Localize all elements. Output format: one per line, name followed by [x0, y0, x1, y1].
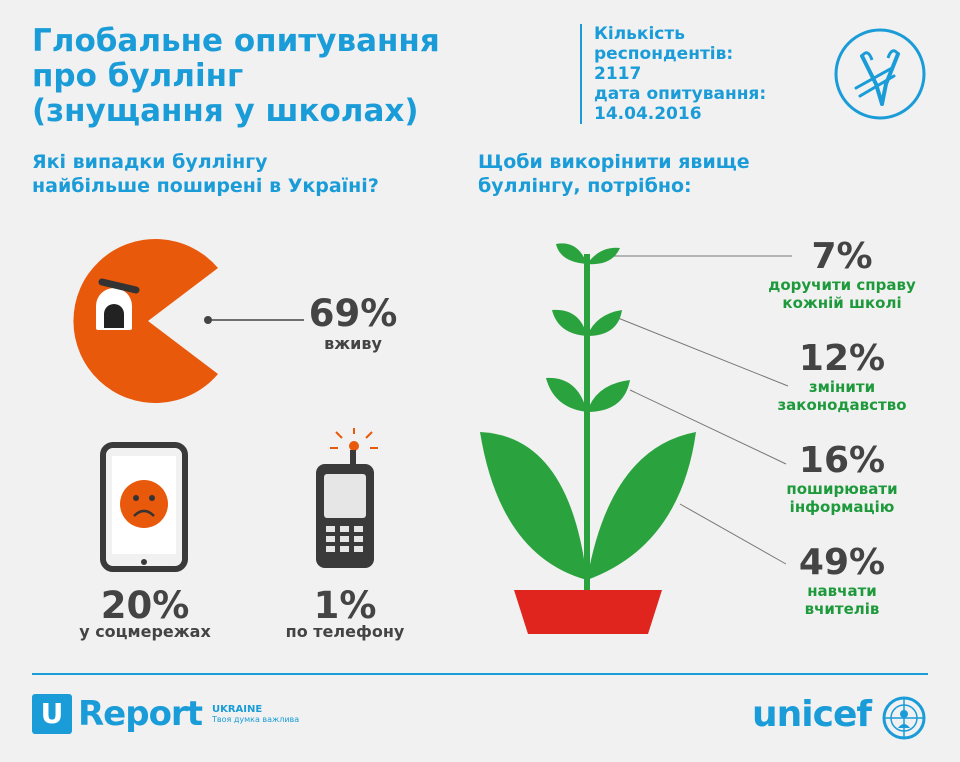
ureport-country: UKRAINE [211, 704, 263, 715]
unicef-word: unicef [752, 694, 872, 735]
plant-icon [480, 243, 792, 634]
live-percent: 69% [308, 292, 398, 335]
ureport-logo: U Report UKRAINE Твоя думка важлива [32, 694, 299, 734]
ureport-tagline: Твоя думка важлива [211, 715, 300, 724]
title-line: (знущання у школах) [32, 93, 419, 129]
answer-label: навчати вчителів [752, 582, 932, 618]
unicef-globe-icon [882, 696, 926, 740]
answer-label: поширювати інформацію [752, 480, 932, 516]
answer-label-line: кожній школі [782, 294, 902, 312]
question-line: Які випадки буллінгу [32, 151, 268, 173]
answer-item: 16% поширювати інформацію [752, 440, 932, 517]
answer-label-line: навчати [807, 582, 877, 600]
answer-percent: 49% [798, 542, 886, 583]
meta-line: дата опитування: [594, 84, 767, 104]
answer-item: 12% змінити законодавство [752, 338, 932, 415]
answer-label-line: інформацію [789, 498, 895, 516]
live-label: вживу [324, 334, 382, 353]
title-line: Глобальне опитування [32, 23, 440, 59]
title-line: про буллінг [32, 58, 244, 94]
answer-label: доручити справу кожній школі [752, 276, 932, 312]
smartphone-sad-face-icon [100, 442, 188, 572]
answer-percent: 7% [811, 236, 873, 277]
answer-item: 7% доручити справу кожній школі [752, 236, 932, 313]
social-label: у соцмережах [79, 622, 211, 641]
answer-label: змінити законодавство [752, 378, 932, 414]
ureport-letter: U [32, 694, 72, 734]
meta-line: Кількість [594, 24, 685, 44]
slingshot-icon [834, 28, 926, 120]
answer-label-line: поширювати [786, 480, 898, 498]
phone-percent: 1% [313, 584, 377, 627]
answer-percent: 12% [798, 338, 886, 379]
question-line: найбільше поширені в Україні? [32, 175, 379, 197]
right-question: Щоби викорінити явище буллінгу, потрібно… [478, 150, 750, 198]
survey-date: 14.04.2016 [594, 104, 702, 124]
answer-label-line: змінити [808, 378, 876, 396]
respondent-count: 2117 [594, 64, 642, 84]
answer-label-line: законодавство [777, 396, 907, 414]
answer-item: 49% навчати вчителів [752, 542, 932, 619]
survey-meta: Кількість респондентів: 2117 дата опитув… [580, 24, 766, 124]
meta-line: респондентів: [594, 44, 734, 64]
answer-label-line: вчителів [804, 600, 880, 618]
question-line: Щоби викорінити явище [478, 151, 750, 173]
footer-divider [32, 673, 928, 675]
pointer-line [204, 316, 304, 324]
ureport-word: Report [78, 694, 203, 734]
left-question: Які випадки буллінгу найбільше поширені … [32, 150, 379, 198]
phone-label: по телефону [285, 622, 405, 641]
answer-label-line: доручити справу [768, 276, 916, 294]
answer-percent: 16% [798, 440, 886, 481]
mobile-phone-ringing-icon [316, 428, 378, 568]
page-title: Глобальне опитування про буллінг (знущан… [32, 24, 552, 129]
question-line: буллінгу, потрібно: [478, 175, 692, 197]
social-percent: 20% [100, 584, 190, 627]
ureport-sub: UKRAINE Твоя думка важлива [212, 704, 299, 724]
angry-pacman-icon [73, 239, 219, 403]
